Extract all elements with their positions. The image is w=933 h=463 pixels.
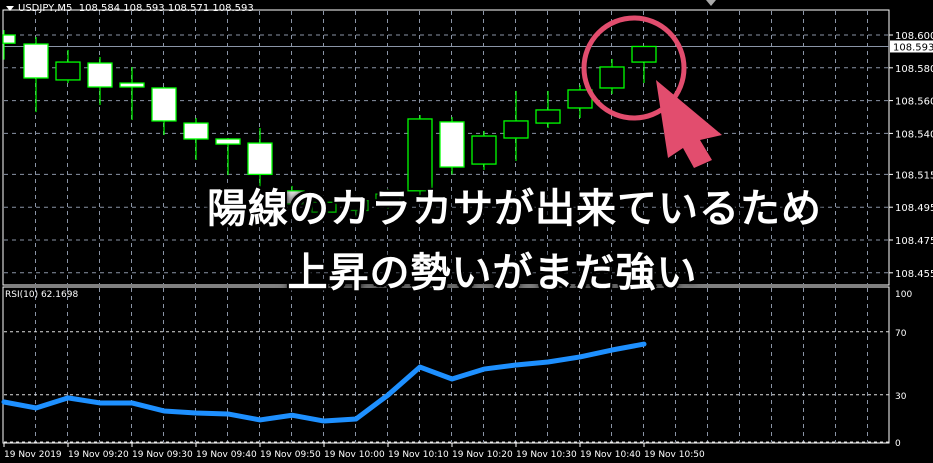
bearish-candle-body <box>119 82 145 88</box>
dropdown-triangle-icon[interactable] <box>6 5 14 11</box>
chart-header: USDJPY,M5 108.584 108.593 108.571 108.59… <box>6 3 254 14</box>
annotation-line-1: 陽線のカラカサが出来ているため <box>207 186 822 232</box>
bullish-candle-body <box>375 193 401 203</box>
candle <box>407 115 433 199</box>
candle <box>23 36 49 113</box>
price-tick-label: 108.560 <box>895 97 933 108</box>
scroll-marker-icon <box>706 0 716 6</box>
time-tick-label: 19 Nov 09:50 <box>260 450 321 460</box>
candle <box>375 189 401 209</box>
price-tick-label: 108.600 <box>895 31 933 42</box>
bearish-candle-body <box>279 190 305 205</box>
bullish-candle-body <box>407 118 433 192</box>
candle <box>247 127 273 191</box>
time-tick-label: 19 Nov 09:40 <box>196 450 257 460</box>
bearish-candle-body <box>183 122 209 140</box>
price-tick-label: 108.475 <box>895 236 933 247</box>
candle <box>471 130 497 170</box>
bullish-candle-body <box>471 135 497 165</box>
candle <box>2 30 16 60</box>
bearish-candle-body <box>439 121 465 168</box>
candle <box>119 66 145 120</box>
highlight-circle <box>581 15 687 121</box>
bearish-candle-body <box>23 43 49 79</box>
rsi-panel-frame <box>2 286 890 444</box>
price-tick-label: 108.455 <box>895 269 933 280</box>
rsi-label: RSI(10) 62.1698 <box>5 290 79 300</box>
candle <box>503 90 529 161</box>
time-tick-label: 19 Nov 10:40 <box>580 450 641 460</box>
candle <box>311 197 337 219</box>
bullish-candle-body <box>535 109 561 124</box>
time-tick-label: 19 Nov 10:20 <box>452 450 513 460</box>
bullish-candle-body <box>311 201 337 213</box>
price-tick-label: 108.515 <box>895 170 933 181</box>
candle <box>631 45 657 84</box>
bullish-candle-body <box>503 120 529 139</box>
candle <box>343 195 369 218</box>
bearish-candle-body <box>247 142 273 176</box>
time-tick-label: 19 Nov 09:30 <box>132 450 193 460</box>
bullish-candle-body <box>55 61 81 81</box>
rsi-tick-label: 70 <box>895 329 907 339</box>
candle <box>55 49 81 84</box>
candle <box>599 58 625 95</box>
candle <box>279 185 305 216</box>
time-tick-label: 19 Nov 10:00 <box>324 450 385 460</box>
candle <box>87 56 113 106</box>
pointer-arrow-icon <box>656 80 722 168</box>
bearish-candle-body <box>2 34 16 44</box>
candle <box>183 117 209 160</box>
bullish-candle-body <box>599 66 625 89</box>
candle <box>567 85 593 118</box>
time-tick-label: 19 Nov 09:20 <box>68 450 129 460</box>
price-tick-label: 108.540 <box>895 129 933 140</box>
candle <box>439 117 465 175</box>
time-tick-label: 19 Nov 10:50 <box>644 450 705 460</box>
symbol-label: USDJPY,M5 <box>18 3 73 14</box>
bullish-candle-body <box>343 199 369 212</box>
main-panel-frame <box>2 9 890 286</box>
candle <box>151 86 177 136</box>
ohlc-readout: 108.584 108.593 108.571 108.593 <box>78 3 254 14</box>
candle <box>535 90 561 128</box>
time-tick-label: 19 Nov 2019 <box>4 450 62 460</box>
bullish-candle-body <box>631 45 657 63</box>
rsi-tick-label: 100 <box>895 290 912 300</box>
rsi-tick-label: 30 <box>895 392 907 402</box>
current-price-badge <box>890 40 933 53</box>
bearish-candle-body <box>215 138 241 145</box>
price-tick-label: 108.580 <box>895 64 933 75</box>
bearish-candle-body <box>151 87 177 122</box>
time-tick-label: 19 Nov 10:10 <box>388 450 449 460</box>
current-price-label: 108.593 <box>893 42 933 53</box>
rsi-tick-label: 0 <box>895 439 901 449</box>
bearish-candle-body <box>87 62 113 88</box>
candle <box>215 137 241 176</box>
annotation-line-2: 上昇の勢いがまだ強い <box>287 250 698 296</box>
time-tick-label: 19 Nov 10:30 <box>516 450 577 460</box>
price-tick-label: 108.495 <box>895 203 933 214</box>
